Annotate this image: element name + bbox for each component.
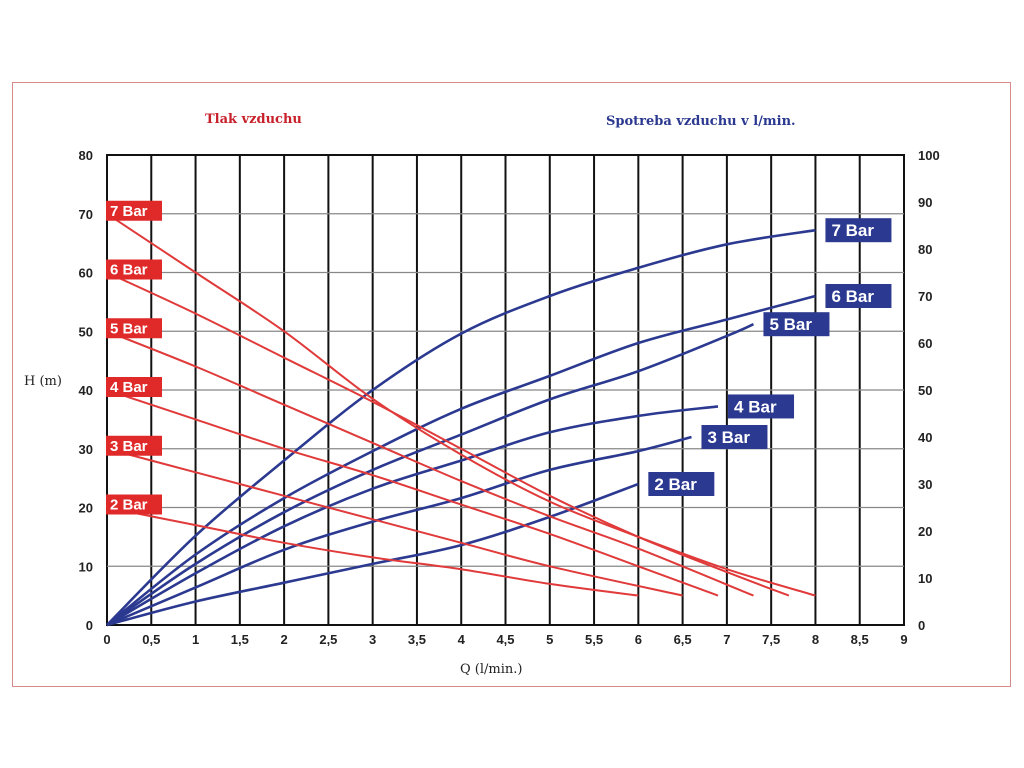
consumption-badge-bg xyxy=(728,394,795,419)
consumption-badge-label: 5 Bar xyxy=(769,315,812,334)
series-layer xyxy=(106,212,816,627)
pressure-badge-bg xyxy=(106,494,162,515)
pressure-badge-bg xyxy=(106,259,162,280)
x-tick-label: 0 xyxy=(103,632,110,647)
x-tick-label: 7 xyxy=(723,632,730,647)
consumption-badge-bg xyxy=(825,218,892,243)
x-tick-label: 6 xyxy=(635,632,642,647)
y2-tick-label: 90 xyxy=(918,195,932,210)
x-tick-label: 2 xyxy=(280,632,287,647)
pressure-curve xyxy=(106,212,816,597)
y2-tick-label: 100 xyxy=(918,148,940,163)
pressure-series-badge: 5 Bar xyxy=(106,318,162,339)
consumption-series-badge: 2 Bar xyxy=(648,472,715,496)
y2-tick-label: 10 xyxy=(918,571,932,586)
y-tick-label: 80 xyxy=(79,148,93,163)
pressure-badge-label: 5 Bar xyxy=(110,320,148,337)
x-axis-label: Q (l/min.) xyxy=(460,662,522,677)
x-tick-label: 4,5 xyxy=(496,632,514,647)
pressure-badge-label: 6 Bar xyxy=(110,262,148,279)
y-axis-label: H (m) xyxy=(24,374,62,389)
pressure-badge-label: 3 Bar xyxy=(110,438,148,455)
x-tick-label: 7,5 xyxy=(762,632,780,647)
consumption-badge-label: 3 Bar xyxy=(707,428,750,447)
x-tick-label: 2,5 xyxy=(319,632,337,647)
consumption-series-badge: 6 Bar xyxy=(825,284,892,308)
consumption-curve xyxy=(106,323,755,627)
pressure-series-badge: 3 Bar xyxy=(106,435,162,456)
tick-labels: 0 0,5 1 1,5 2 2,5 3 3,5 4 4,5 5 5,5 6 6,5 7 7,5 8 8,5 9010… xyxy=(79,148,940,647)
pressure-series-badge: 6 Bar xyxy=(106,259,162,280)
y2-tick-label: 20 xyxy=(918,524,932,539)
pressure-badge-bg xyxy=(106,200,162,221)
x-tick-label: 3 xyxy=(369,632,376,647)
y-tick-label: 60 xyxy=(79,266,93,281)
pressure-curve xyxy=(106,389,719,597)
pressure-badge-bg xyxy=(106,318,162,339)
consumption-badge-label: 4 Bar xyxy=(734,397,777,416)
consumption-badge-bg xyxy=(701,425,768,449)
y2-tick-label: 0 xyxy=(918,618,925,633)
y2-tick-label: 60 xyxy=(918,336,932,351)
consumption-badge-bg xyxy=(648,472,715,496)
y-tick-label: 20 xyxy=(79,501,93,516)
chart-frame xyxy=(12,82,1011,687)
consumption-series-badge: 3 Bar xyxy=(701,425,768,449)
x-tick-label: 8 xyxy=(812,632,819,647)
consumption-curve xyxy=(106,435,692,627)
x-tick-label: 9 xyxy=(900,632,907,647)
x-tick-label: 8,5 xyxy=(851,632,869,647)
pressure-curve xyxy=(106,447,683,597)
x-tick-label: 4 xyxy=(458,632,466,647)
consumption-badge-label: 6 Bar xyxy=(831,287,874,306)
x-tick-label: 3,5 xyxy=(408,632,426,647)
x-tick-label: 1,5 xyxy=(231,632,249,647)
series-labels: 2 Bar 3 Bar 4 Bar 5 Bar 6 Bar 7 Bar 2 Bar 3 Bar… xyxy=(106,200,892,515)
consumption-badge-label: 7 Bar xyxy=(831,221,874,240)
pressure-series-badge: 4 Bar xyxy=(106,377,162,397)
x-tick-label: 6,5 xyxy=(674,632,692,647)
y-tick-label: 70 xyxy=(79,207,93,222)
y-tick-label: 50 xyxy=(79,324,93,339)
consumption-curve xyxy=(106,405,719,627)
pressure-badge-label: 4 Bar xyxy=(110,379,148,396)
pressure-badge-label: 2 Bar xyxy=(110,497,148,514)
pressure-badge-bg xyxy=(106,435,162,456)
y-tick-label: 0 xyxy=(86,618,93,633)
x-tick-label: 5 xyxy=(546,632,553,647)
x-tick-label: 5,5 xyxy=(585,632,603,647)
y2-tick-label: 70 xyxy=(918,289,932,304)
consumption-series-badge: 5 Bar xyxy=(763,312,830,337)
pressure-series-badge: 7 Bar xyxy=(106,200,162,221)
pressure-series-badge: 2 Bar xyxy=(106,494,162,515)
pressure-badge-bg xyxy=(106,377,162,397)
consumption-curve xyxy=(106,228,816,626)
consumption-badge-label: 2 Bar xyxy=(654,475,697,494)
y2-tick-label: 50 xyxy=(918,383,932,398)
left-header: Tlak vzduchu xyxy=(205,112,302,127)
consumption-series-badge: 4 Bar xyxy=(728,394,795,419)
y-tick-label: 10 xyxy=(79,559,93,574)
y-tick-label: 30 xyxy=(79,442,93,457)
y2-tick-label: 80 xyxy=(918,242,932,257)
x-tick-label: 1 xyxy=(192,632,199,647)
pressure-curve xyxy=(106,271,790,597)
pressure-curve xyxy=(106,506,639,597)
consumption-series-badge: 7 Bar xyxy=(825,218,892,243)
pressure-badge-label: 7 Bar xyxy=(110,203,148,220)
y-tick-label: 40 xyxy=(79,383,93,398)
pressure-curve xyxy=(106,330,754,597)
consumption-badge-bg xyxy=(825,284,892,308)
consumption-curve xyxy=(106,294,816,627)
y2-tick-label: 40 xyxy=(918,430,932,445)
x-tick-label: 0,5 xyxy=(142,632,160,647)
consumption-badge-bg xyxy=(763,312,830,337)
right-header: Spotreba vzduchu v l/min. xyxy=(606,114,796,129)
y2-tick-label: 30 xyxy=(918,477,932,492)
